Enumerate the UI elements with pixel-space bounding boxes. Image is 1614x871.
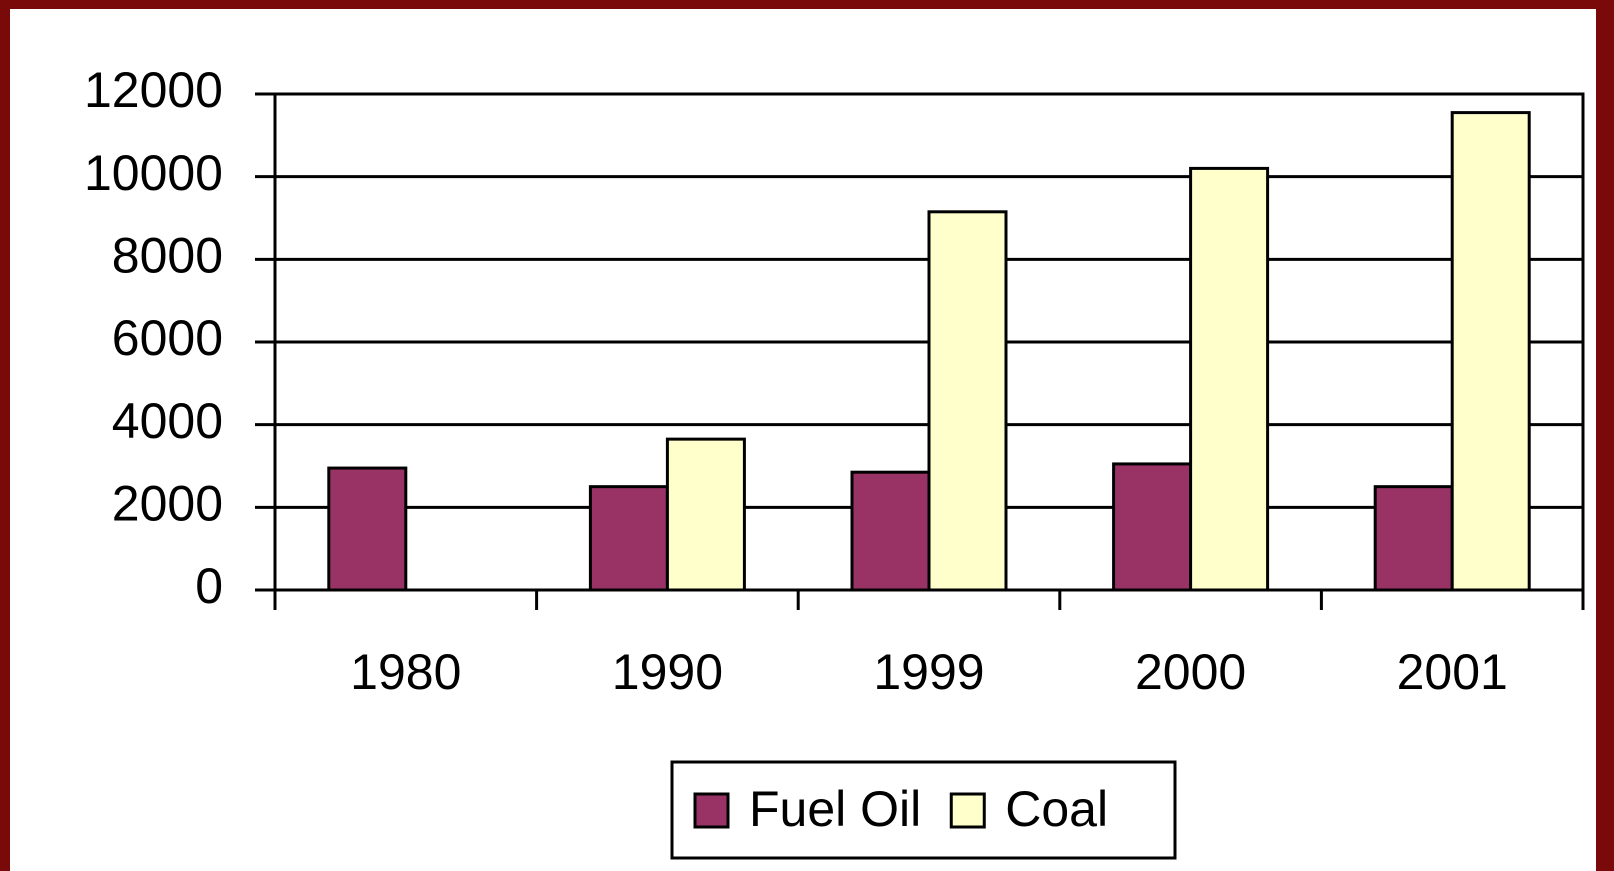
bar — [1373, 485, 1454, 592]
x-tick-label: 2000 — [1135, 644, 1246, 700]
bar — [665, 437, 746, 592]
bar — [1189, 166, 1270, 592]
legend-label: Coal — [1005, 781, 1108, 837]
y-tick-label: 0 — [195, 558, 223, 614]
y-tick-label: 10000 — [84, 145, 223, 201]
y-tick-label: 12000 — [84, 62, 223, 118]
legend-swatch — [693, 792, 730, 829]
x-tick-label: 1980 — [350, 644, 461, 700]
bar — [327, 466, 408, 592]
y-tick-label: 4000 — [112, 393, 223, 449]
bar — [1450, 111, 1531, 592]
legend-swatch — [949, 792, 986, 829]
y-tick-label: 2000 — [112, 476, 223, 532]
x-tick-label: 2001 — [1397, 644, 1508, 700]
y-tick-label: 8000 — [112, 228, 223, 284]
bar — [1112, 462, 1193, 592]
bar — [850, 470, 931, 592]
x-tick-label: 1999 — [873, 644, 984, 700]
bar — [927, 210, 1008, 592]
y-tick-label: 6000 — [112, 310, 223, 366]
bar — [588, 485, 669, 592]
legend-label: Fuel Oil — [749, 781, 921, 837]
background — [10, 9, 1596, 871]
legend — [670, 760, 1177, 860]
x-tick-label: 1990 — [612, 644, 723, 700]
